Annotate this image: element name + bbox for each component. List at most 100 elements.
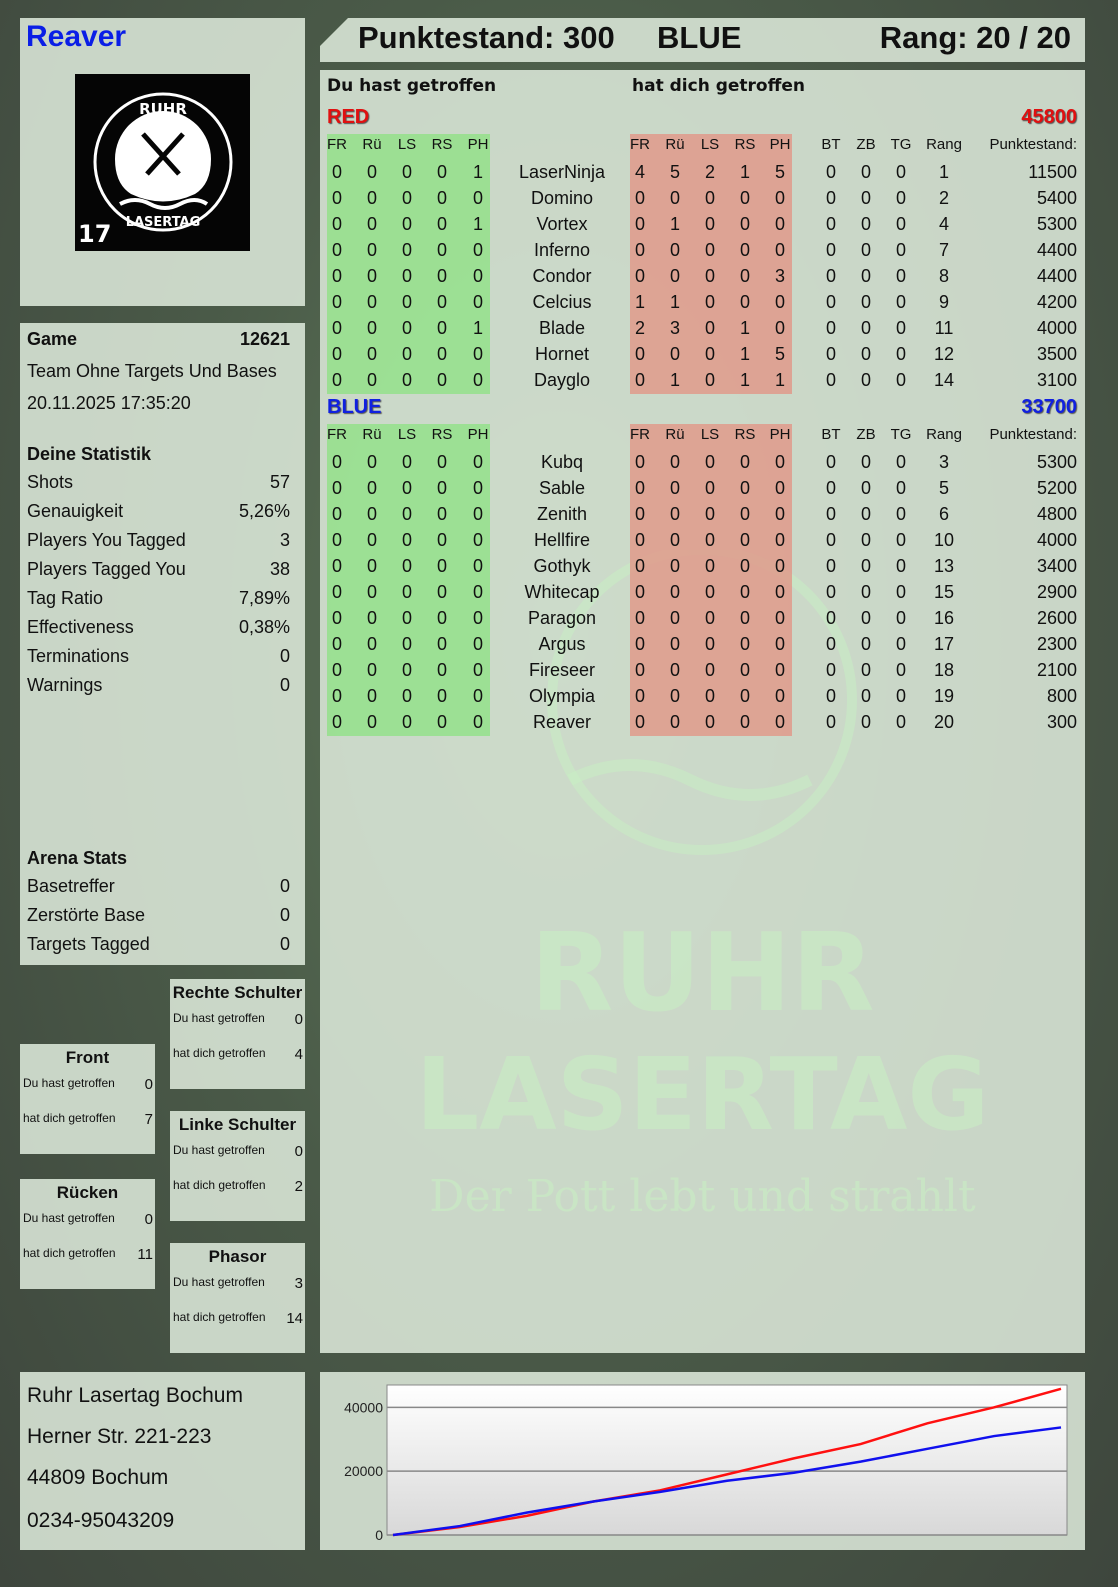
- hit-you-cell: 1: [669, 370, 680, 390]
- hit-you-cell: 0: [634, 686, 645, 706]
- player-row[interactable]: 0 0 0 0 0 Zenith 0 0 0 0 0 0 0 0 6 4800: [320, 502, 1085, 528]
- zone-them: 11: [137, 1246, 153, 1263]
- hit-you-cell: 0: [634, 608, 645, 628]
- zone-title: Rücken: [56, 1183, 119, 1202]
- zone-title: Linke Schulter: [178, 1115, 297, 1134]
- address-line: Ruhr Lasertag Bochum: [27, 1384, 243, 1407]
- player-row[interactable]: 0 0 0 0 0 Hellfire 0 0 0 0 0 0 0 0 10 4000: [320, 528, 1085, 554]
- hit-you-cell: 0: [704, 292, 715, 312]
- you-hit-cell: 0: [436, 504, 447, 524]
- you-hit-cell: 0: [472, 582, 483, 602]
- player-row[interactable]: 0 0 0 0 0 Celcius 1 1 0 0 0 0 0 0 9 4200: [320, 290, 1085, 316]
- stat-cell: 20: [933, 712, 955, 732]
- player-row[interactable]: 0 0 0 0 0 Inferno 0 0 0 0 0 0 0 0 7 4400: [320, 238, 1085, 264]
- hit-you-cell: 0: [669, 686, 680, 706]
- stat-cell: 11: [934, 318, 954, 338]
- hit-you-block: [630, 134, 792, 394]
- player-row[interactable]: 0 0 0 0 0 Argus 0 0 0 0 0 0 0 0 17 2300: [320, 632, 1085, 658]
- stat-cell: 0: [860, 608, 871, 628]
- stat-label: Terminations: [27, 646, 130, 666]
- stat-cell: 0: [860, 478, 871, 498]
- player-row[interactable]: 0 0 0 0 0 Paragon 0 0 0 0 0 0 0 0 16 2600: [320, 606, 1085, 632]
- hit-you-cell: 0: [739, 214, 750, 234]
- score-chart: 0 20000 40000: [344, 1384, 1068, 1543]
- column-header: LS: [397, 136, 417, 153]
- stat-label: Targets Tagged: [27, 934, 150, 954]
- stat-cell: 0: [860, 292, 871, 312]
- you-hit-cell: 0: [472, 686, 483, 706]
- you-hit-cell: 0: [472, 292, 483, 312]
- stat-cell: 0: [825, 452, 836, 472]
- stat-cell: 0: [825, 162, 836, 182]
- hit-you-cell: 0: [704, 318, 715, 338]
- hit-you-cell: 0: [774, 660, 785, 680]
- you-hit-cell: 0: [331, 452, 342, 472]
- svg-text:RUHR: RUHR: [139, 100, 187, 118]
- player-row[interactable]: 0 0 0 0 0 Sable 0 0 0 0 0 0 0 0 5 5200: [320, 476, 1085, 502]
- column-header: TG: [890, 136, 912, 153]
- team-score: 33700: [1021, 396, 1077, 418]
- player-name-cell: Reaver: [532, 712, 592, 732]
- player-name-cell: Kubq: [540, 452, 584, 472]
- hit-you-cell: 0: [634, 266, 645, 286]
- stat-cell: 10: [933, 530, 955, 550]
- player-row[interactable]: 0 0 0 0 0 Reaver 0 0 0 0 0 0 0 0 20 300: [320, 710, 1085, 736]
- you-hit-cell: 0: [331, 292, 342, 312]
- you-hit-cell: 0: [436, 582, 447, 602]
- hit-you-cell: 0: [634, 214, 645, 234]
- player-row[interactable]: 0 0 0 0 0 Hornet 0 0 0 1 5 0 0 0 12 3500: [320, 342, 1085, 368]
- series-line-1: [392, 1426, 1062, 1537]
- player-name-cell: Zenith: [536, 504, 588, 524]
- you-hit-cell: 0: [472, 504, 483, 524]
- stat-value: 0: [279, 646, 290, 666]
- player-row[interactable]: 0 0 0 0 0 Gothyk 0 0 0 0 0 0 0 0 13 3400: [320, 554, 1085, 580]
- player-row[interactable]: 0 0 0 0 0 Condor 0 0 0 0 3 0 0 0 8 4400: [320, 264, 1085, 290]
- you-hit-cell: 0: [472, 188, 483, 208]
- hit-you-cell: 0: [669, 660, 680, 680]
- score-header: Punktestand: 300 BLUE Rang: 20 / 20: [320, 18, 1085, 62]
- player-row[interactable]: 0 0 0 0 1 Vortex 0 1 0 0 0 0 0 0 4 5300: [320, 212, 1085, 238]
- player-row[interactable]: 0 0 0 0 0 Olympia 0 0 0 0 0 0 0 0 19 800: [320, 684, 1085, 710]
- zone-them: 2: [294, 1178, 303, 1195]
- stat-cell: 15: [933, 582, 955, 602]
- stat-label: Genauigkeit: [27, 501, 124, 521]
- stat-cell: 4000: [1036, 318, 1077, 338]
- player-row[interactable]: 0 0 0 0 0 Dayglo 0 1 0 1 1 0 0 0 14 3100: [320, 368, 1085, 394]
- stat-cell: 1: [938, 162, 949, 182]
- column-header: BT: [821, 136, 841, 153]
- you-hit-cell: 0: [366, 530, 377, 550]
- hit-you-cell: 0: [739, 266, 750, 286]
- stat-cell: 0: [825, 660, 836, 680]
- stat-cell: 12: [933, 344, 955, 364]
- player-name-cell: Sable: [538, 478, 586, 498]
- stat-value: 5,26%: [238, 501, 290, 521]
- stat-label: Players Tagged You: [27, 559, 186, 579]
- stat-cell: 0: [825, 634, 836, 654]
- stat-label: Zerstörte Base: [27, 905, 146, 925]
- hit-you-cell: 0: [774, 712, 785, 732]
- hit-you-cell: 2: [704, 162, 715, 182]
- you-hit-cell: 0: [401, 214, 412, 234]
- player-row[interactable]: 0 0 0 0 0 Fireseer 0 0 0 0 0 0 0 0 18 2100: [320, 658, 1085, 684]
- stat-cell: 0: [895, 634, 906, 654]
- you-hit-cell: 0: [331, 712, 342, 732]
- stat-cell: 0: [895, 318, 906, 338]
- player-row[interactable]: 0 0 0 0 1 LaserNinja 4 5 2 1 5 0 0 0 1 11500: [320, 160, 1085, 186]
- player-row[interactable]: 0 0 0 0 0 Kubq 0 0 0 0 0 0 0 0 3 5300: [320, 450, 1085, 476]
- hit-you-cell: 0: [774, 686, 785, 706]
- stat-value: 7,89%: [238, 588, 290, 608]
- you-hit-cell: 0: [331, 214, 342, 234]
- player-row[interactable]: 0 0 0 0 0 Whitecap 0 0 0 0 0 0 0 0 15 2900: [320, 580, 1085, 606]
- player-row[interactable]: 0 0 0 0 1 Blade 2 3 0 1 0 0 0 0 11 4000: [320, 316, 1085, 342]
- stat-cell: 0: [825, 686, 836, 706]
- stat-label: Tag Ratio: [27, 588, 104, 608]
- stat-cell: 0: [860, 452, 871, 472]
- player-row[interactable]: 0 0 0 0 0 Domino 0 0 0 0 0 0 0 0 2 5400: [320, 186, 1085, 212]
- hit-you-cell: 0: [739, 504, 750, 524]
- zone-title: Front: [65, 1048, 110, 1067]
- hit-you-cell: 0: [634, 370, 645, 390]
- column-header: Rang: [926, 426, 962, 443]
- stat-cell: 0: [825, 478, 836, 498]
- stat-cell: 4000: [1036, 530, 1077, 550]
- you-hit-cell: 0: [331, 582, 342, 602]
